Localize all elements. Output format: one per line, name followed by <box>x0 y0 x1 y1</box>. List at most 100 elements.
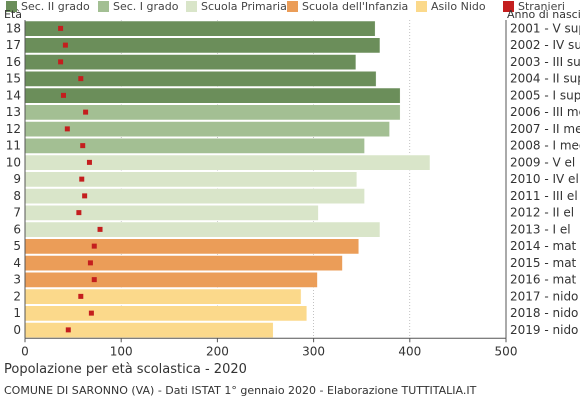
age-label-14: 14 <box>6 88 21 102</box>
bar-age-7 <box>24 205 319 221</box>
legend-swatch-asilo-nido <box>416 1 427 12</box>
bar-age-17 <box>24 37 381 54</box>
bar-age-18 <box>24 20 376 37</box>
bar-age-9 <box>24 171 358 188</box>
age-label-6: 6 <box>13 222 21 236</box>
age-label-13: 13 <box>6 105 21 119</box>
birth-year-label-17: 2002 - IV sup <box>510 38 580 52</box>
bar-age-1 <box>24 305 308 322</box>
birth-year-label-9: 2010 - IV el <box>510 172 579 186</box>
stranieri-marker-age-14 <box>60 92 66 98</box>
birth-year-labels: 2001 - V sup 2002 - IV sup 2003 - III sup 2… <box>510 21 580 337</box>
stranieri-marker-age-3 <box>91 277 97 283</box>
y-axis-label-birth-year: Anno di nascita <box>507 8 580 21</box>
bars <box>24 20 431 338</box>
birth-year-label-1: 2018 - nido <box>510 306 578 320</box>
birth-year-label-2: 2017 - nido <box>510 289 578 303</box>
legend-swatch-scuola-primaria <box>186 1 197 12</box>
bar-age-13 <box>24 104 401 121</box>
legend-label-scuola-dell-infanzia: Scuola dell'Infanzia <box>302 0 408 13</box>
birth-year-label-6: 2013 - I el <box>510 222 571 236</box>
birth-year-label-3: 2016 - mat <box>510 273 577 287</box>
age-label-4: 4 <box>13 256 21 270</box>
birth-year-label-10: 2009 - V el <box>510 155 575 169</box>
age-label-18: 18 <box>6 21 21 35</box>
age-label-2: 2 <box>13 289 21 303</box>
x-tick-label-100: 100 <box>110 344 133 358</box>
age-label-17: 17 <box>6 38 21 52</box>
stranieri-marker-age-11 <box>80 143 86 149</box>
stranieri-marker-age-6 <box>97 226 103 232</box>
y-axis-label-age: Età <box>4 8 22 21</box>
age-label-0: 0 <box>13 323 21 337</box>
birth-year-label-12: 2007 - II med <box>510 122 580 136</box>
bar-age-12 <box>24 121 390 137</box>
age-label-15: 15 <box>6 72 21 86</box>
bar-age-10 <box>24 154 431 171</box>
bar-age-15 <box>24 71 377 87</box>
age-label-8: 8 <box>13 189 21 203</box>
chart-source: COMUNE DI SARONNO (VA) - Dati ISTAT 1° g… <box>4 384 477 397</box>
birth-year-label-8: 2011 - III el <box>510 189 578 203</box>
legend: Sec. II grado Sec. I grado Scuola Primaria… <box>6 0 565 13</box>
birth-year-label-4: 2015 - mat <box>510 256 577 270</box>
legend-swatch-sec-i-grado <box>98 1 109 12</box>
bar-age-3 <box>24 272 318 288</box>
x-tick-label-400: 400 <box>398 344 421 358</box>
bar-age-2 <box>24 288 302 305</box>
legend-swatch-stranieri <box>503 1 514 12</box>
age-label-1: 1 <box>13 306 21 320</box>
birth-year-label-16: 2003 - III sup <box>510 55 580 69</box>
bar-age-16 <box>24 54 357 70</box>
stranieri-marker-age-18 <box>58 25 64 31</box>
legend-label-sec-ii-grado: Sec. II grado <box>21 0 90 13</box>
birth-year-label-0: 2019 - nido <box>510 323 578 337</box>
bar-age-4 <box>24 255 343 271</box>
stranieri-marker-age-10 <box>86 159 92 165</box>
x-axis: 0 100 200 300 400 500 <box>21 20 517 358</box>
birth-year-label-11: 2008 - I med <box>510 139 580 153</box>
legend-swatch-scuola-dell-infanzia <box>287 1 298 12</box>
legend-label-asilo-nido: Asilo Nido <box>431 0 486 13</box>
x-tick-label-200: 200 <box>206 344 229 358</box>
bar-age-6 <box>24 221 381 238</box>
stranieri-marker-age-1 <box>88 310 94 316</box>
chart-title: Popolazione per età scolastica - 2020 <box>4 362 247 377</box>
bar-age-8 <box>24 188 365 204</box>
stranieri-marker-age-4 <box>87 260 93 266</box>
birth-year-label-18: 2001 - V sup <box>510 21 580 35</box>
stranieri-marker-age-0 <box>65 327 71 333</box>
bar-age-14 <box>24 87 401 104</box>
age-label-16: 16 <box>6 55 21 69</box>
age-label-11: 11 <box>6 139 21 153</box>
bar-age-11 <box>24 138 365 154</box>
x-tick-label-0: 0 <box>21 344 29 358</box>
birth-year-label-5: 2014 - mat <box>510 239 577 253</box>
age-label-7: 7 <box>13 206 21 220</box>
stranieri-marker-age-13 <box>83 109 89 115</box>
stranieri-marker-age-9 <box>79 176 85 182</box>
stranieri-marker-age-8 <box>82 193 88 199</box>
stranieri-marker-age-2 <box>78 293 84 299</box>
legend-label-stranieri: Stranieri <box>518 0 565 13</box>
stranieri-marker-age-17 <box>62 42 68 48</box>
birth-year-label-15: 2004 - II sup <box>510 72 580 86</box>
bar-age-0 <box>24 322 274 338</box>
bar-age-5 <box>24 238 360 255</box>
age-label-3: 3 <box>13 273 21 287</box>
birth-year-label-14: 2005 - I sup <box>510 88 580 102</box>
stranieri-marker-age-16 <box>58 59 64 65</box>
legend-label-scuola-primaria: Scuola Primaria <box>201 0 287 13</box>
stranieri-marker-age-15 <box>78 76 84 82</box>
birth-year-label-7: 2012 - II el <box>510 206 574 220</box>
legend-swatch-sec-ii-grado <box>6 1 17 12</box>
stranieri-markers <box>58 25 103 333</box>
age-label-5: 5 <box>13 239 21 253</box>
age-label-10: 10 <box>6 155 21 169</box>
age-label-12: 12 <box>6 122 21 136</box>
stranieri-marker-age-12 <box>64 126 70 132</box>
legend-label-sec-i-grado: Sec. I grado <box>113 0 179 13</box>
birth-year-label-13: 2006 - III med <box>510 105 580 119</box>
